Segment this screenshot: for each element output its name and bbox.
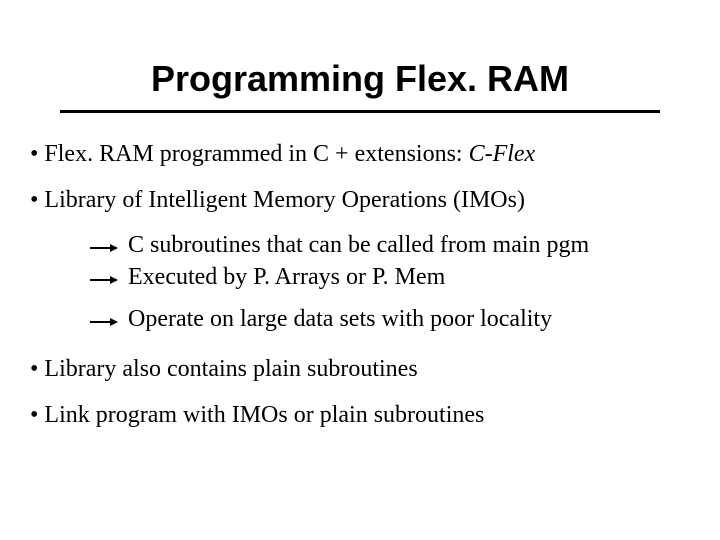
sub-bullet-3: Operate on large data sets with poor loc… xyxy=(90,306,690,334)
arrow-icon xyxy=(90,268,120,292)
slide-title: Programming Flex. RAM xyxy=(0,58,720,100)
sub-bullet-list: C subroutines that can be called from ma… xyxy=(30,232,690,334)
slide: Programming Flex. RAM Flex. RAM programm… xyxy=(0,0,720,540)
arrow-icon xyxy=(90,236,120,260)
bullet-2: Library of Intelligent Memory Operations… xyxy=(30,187,690,215)
slide-content: Flex. RAM programmed in C + extensions: … xyxy=(0,113,720,429)
sub-bullet-3-text: Operate on large data sets with poor loc… xyxy=(128,306,690,334)
bullet-2-text: Library of Intelligent Memory Operations… xyxy=(44,187,525,213)
sub-bullet-1: C subroutines that can be called from ma… xyxy=(90,232,690,260)
bullet-4: Link program with IMOs or plain subrouti… xyxy=(30,402,690,430)
arrow-icon xyxy=(90,310,120,334)
bullet-3-text: Library also contains plain subroutines xyxy=(44,356,417,382)
sub-bullet-1-text: C subroutines that can be called from ma… xyxy=(128,232,690,260)
bullet-1-text: Flex. RAM programmed in C + extensions: xyxy=(44,141,468,167)
bullet-1: Flex. RAM programmed in C + extensions: … xyxy=(30,141,690,169)
title-block: Programming Flex. RAM xyxy=(0,0,720,113)
bullet-3: Library also contains plain subroutines xyxy=(30,356,690,384)
bullet-4-text: Link program with IMOs or plain subrouti… xyxy=(44,402,484,428)
sub-bullet-2-text: Executed by P. Arrays or P. Mem xyxy=(128,264,690,292)
sub-bullet-2: Executed by P. Arrays or P. Mem xyxy=(90,264,690,292)
bullet-1-italic: C-Flex xyxy=(469,141,536,167)
